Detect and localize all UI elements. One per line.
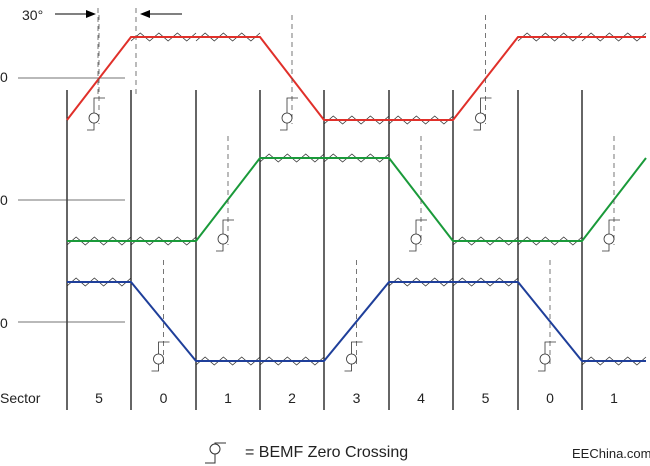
angle-annotation: 30°	[22, 7, 182, 23]
zero-label-phase-a: 0	[0, 69, 8, 85]
legend-text: = BEMF Zero Crossing	[245, 444, 408, 461]
zero-crossing-marker	[87, 97, 105, 131]
sector-label: 0	[546, 390, 554, 406]
zero-crossing-marker	[538, 341, 556, 372]
zero-crossing-legend-icon	[205, 442, 226, 464]
zero-crossing-marker	[344, 341, 363, 372]
zero-crossing-marker	[473, 97, 492, 131]
zero-label-phase-b: 0	[0, 192, 8, 208]
zero-crossing-marker	[151, 341, 170, 372]
zero-reference-lines	[18, 77, 125, 323]
sector-grid	[66, 8, 583, 410]
sector-label: 4	[417, 390, 425, 406]
sector-label: 5	[482, 390, 490, 406]
sector-label: 1	[610, 390, 618, 406]
zero-label-phase-c: 0	[0, 315, 8, 331]
legend: = BEMF Zero Crossing	[205, 442, 408, 464]
zero-crossing-marker	[602, 219, 620, 252]
watermark: EEChina.com	[572, 446, 650, 461]
sector-label: 1	[224, 390, 232, 406]
phase-waveform	[66, 36, 646, 121]
sector-label: 0	[160, 390, 168, 406]
zero-crossing-markers	[87, 15, 620, 372]
sector-heading: Sector	[0, 390, 41, 406]
sector-label: 5	[95, 390, 103, 406]
angle-label: 30°	[22, 7, 43, 23]
sector-label: 3	[353, 390, 361, 406]
phase-waveforms	[66, 32, 647, 366]
phase-waveform	[67, 281, 646, 362]
phase-waveform	[67, 157, 647, 242]
zero-crossing-marker	[409, 219, 427, 252]
zero-crossing-marker	[280, 97, 298, 131]
sector-labels: 5 0 1 2 3 4 5 0 1	[95, 390, 618, 406]
zero-crossing-marker	[216, 219, 234, 252]
sector-label: 2	[288, 390, 296, 406]
